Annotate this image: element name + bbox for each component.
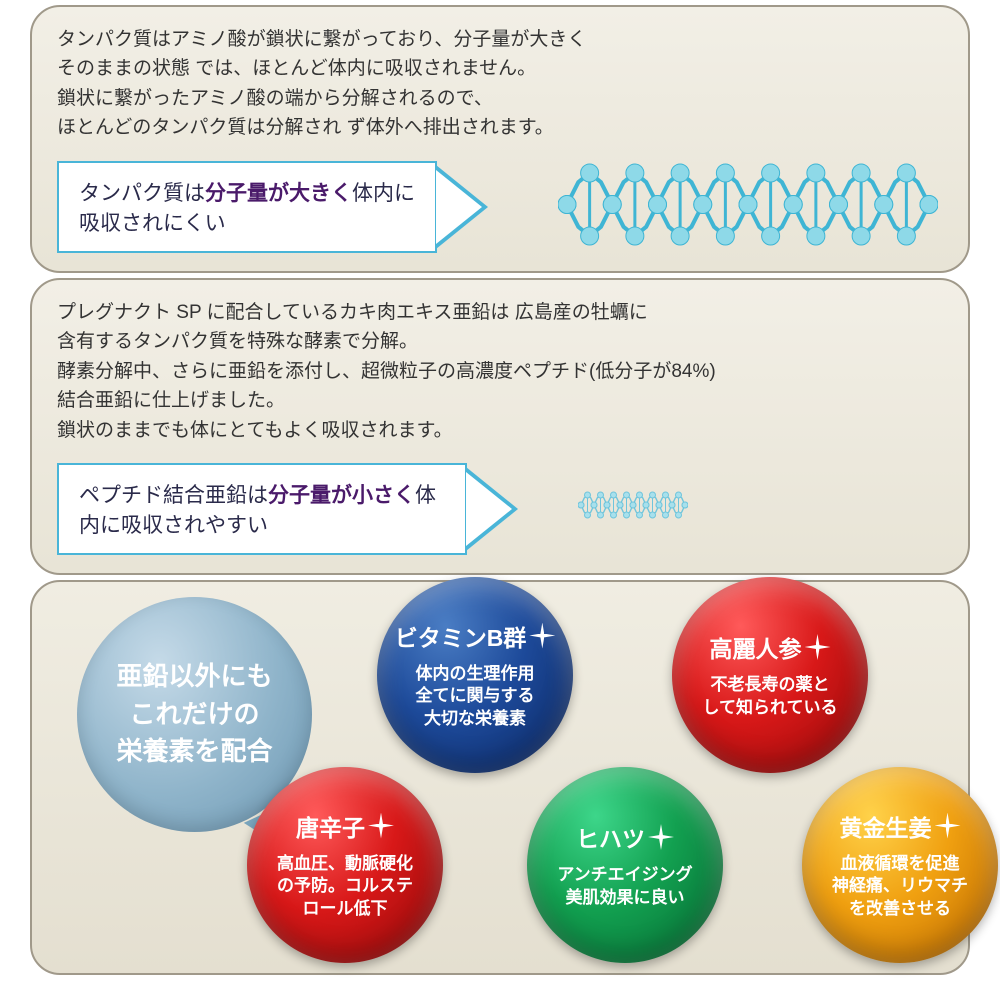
dna-helix-small-icon [578,490,688,520]
arrow1-label: タンパク質は分子量が大きく体内に吸収されにくい [57,161,437,253]
arrow-2: ペプチド結合亜鉛は分子量が小さく体内に吸収されやすい [57,463,943,555]
sparkle-icon [648,824,674,850]
nutrient-title: ビタミンB群 [395,619,556,653]
nutrient-高麗人参: 高麗人参不老長寿の薬として知られている [672,577,868,773]
nutrient-desc: 血液循環を促進神経痛、リウマチを改善させる [822,853,978,922]
nutrient-黄金生姜: 黄金生姜血液循環を促進神経痛、リウマチを改善させる [802,767,998,963]
arrow-head-icon [466,467,518,551]
nutrient-ビタミンB群: ビタミンB群体内の生理作用全てに関与する大切な栄養素 [377,577,573,773]
sparkle-icon [529,623,555,649]
panel-protein: タンパク質はアミノ酸が鎖状に繋がっており、分子量が大きくそのままの状態 では、ほ… [30,5,970,273]
panel2-text: プレグナクト SP に配合しているカキ肉エキス亜鉛は 広島産の牡蠣に含有するタン… [57,298,943,445]
arrow-head-icon [436,165,488,249]
dna-helix-large-icon [558,162,938,247]
arrow2-prefix: ペプチド結合亜鉛は [79,484,268,507]
arrow1-accent: 分子量が大きく [205,182,352,205]
panel-nutrients: 亜鉛以外にもこれだけの栄養素を配合 ビタミンB群体内の生理作用全てに関与する大切… [30,580,970,975]
nutrient-desc: 高血圧、動脈硬化の予防。コルステロール低下 [267,853,423,922]
nutrient-title: 黄金生姜 [840,809,961,843]
nutrient-title: ヒハツ [576,820,674,854]
arrow1-prefix: タンパク質は [79,182,205,205]
arrow2-label: ペプチド結合亜鉛は分子量が小さく体内に吸収されやすい [57,463,467,555]
sparkle-icon [805,634,831,660]
sparkle-icon [935,813,961,839]
arrow2-accent: 分子量が小さく [268,484,415,507]
panel-peptide: プレグナクト SP に配合しているカキ肉エキス亜鉛は 広島産の牡蠣に含有するタン… [30,278,970,575]
nutrient-ヒハツ: ヒハツアンチエイジング美肌効果に良い [527,767,723,963]
panel1-text: タンパク質はアミノ酸が鎖状に繋がっており、分子量が大きくそのままの状態 では、ほ… [57,25,943,143]
nutrient-title: 高麗人参 [710,630,831,664]
speech-text: 亜鉛以外にもこれだけの栄養素を配合 [116,658,272,771]
nutrient-唐辛子: 唐辛子高血圧、動脈硬化の予防。コルステロール低下 [247,767,443,963]
nutrient-title: 唐辛子 [296,809,394,843]
nutrient-desc: 不老長寿の薬として知られている [693,674,848,720]
sparkle-icon [368,813,394,839]
nutrient-desc: アンチエイジング美肌効果に良い [547,864,702,910]
nutrient-desc: 体内の生理作用全てに関与する大切な栄養素 [406,663,545,732]
